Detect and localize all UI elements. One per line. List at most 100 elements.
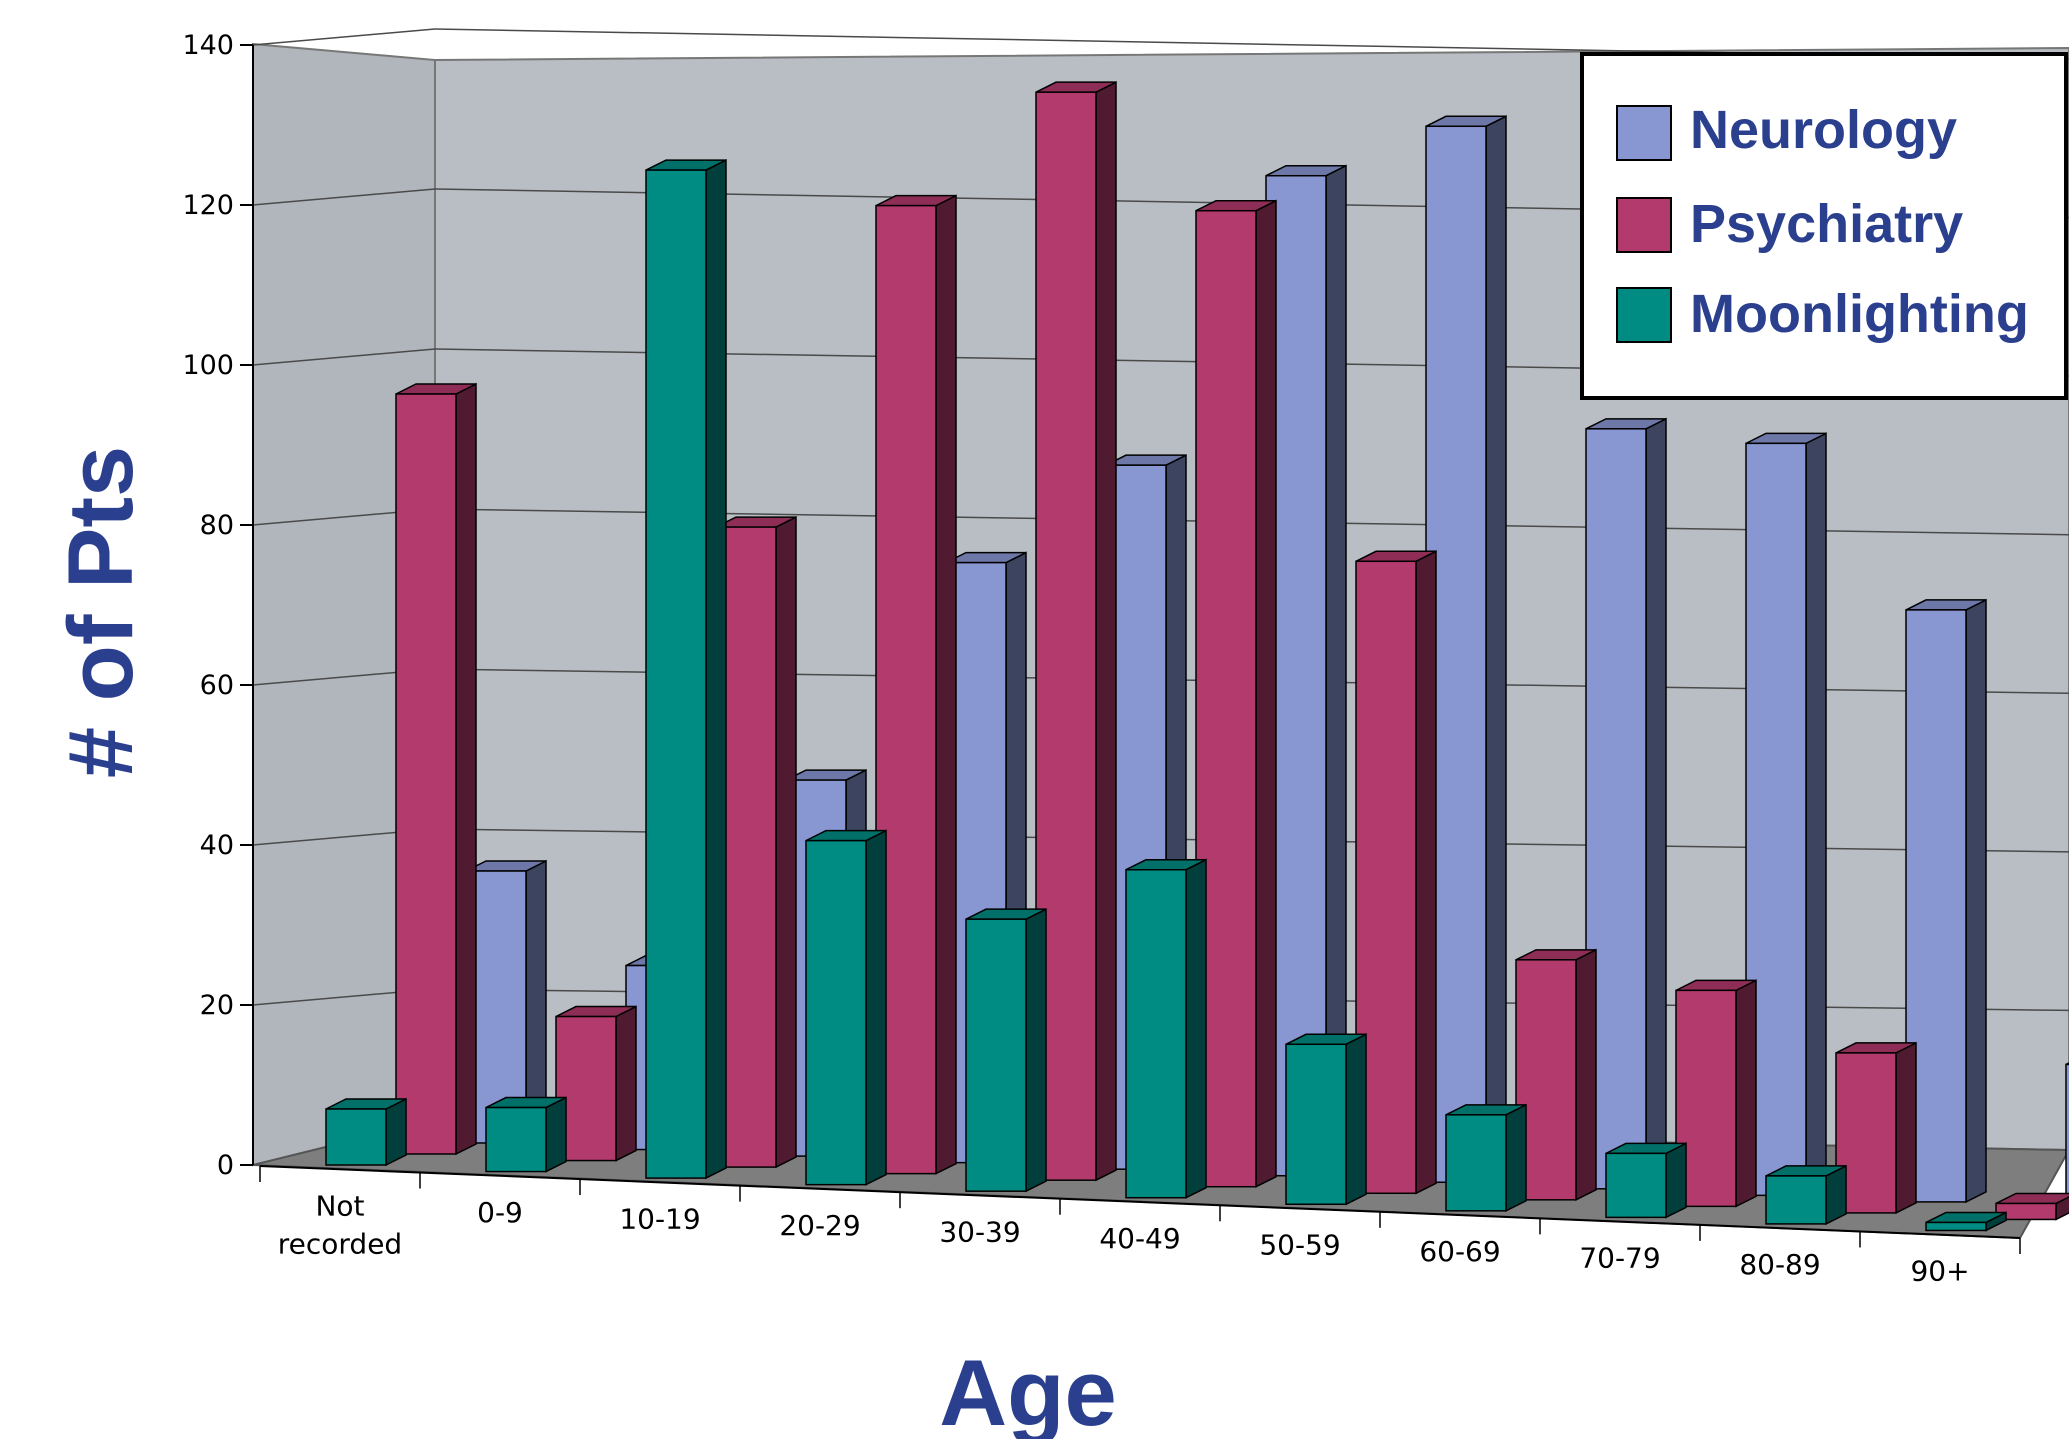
legend: Neurology Psychiatry Moonlighting [1580,52,2068,400]
x-axis-title: Age [939,1340,1117,1439]
legend-label-psychiatry: Psychiatry [1690,194,1963,254]
bar-psychiatry-4 [1035,80,1117,1182]
x-tick-label-9: 80-89 [1739,1248,1820,1281]
bar-front [1445,1114,1507,1212]
bar-side [1735,979,1757,1208]
bar-moonlighting-6 [1285,1033,1367,1206]
bar-front [485,1106,547,1173]
bar-front [1285,1043,1347,1206]
bar-side [545,1096,567,1173]
x-tick-label-line: 0-9 [477,1196,523,1229]
bar-side [1025,907,1047,1193]
legend-label-moonlighting: Moonlighting [1690,284,2029,344]
bar-side [1095,80,1117,1182]
y-tick-label-60: 60 [200,670,234,701]
x-tick-label-line: Not [315,1189,364,1222]
gridline-100 [252,348,436,366]
bar-moonlighting-7 [1445,1103,1527,1213]
bar-front [1605,1152,1667,1219]
bar-moonlighting-0 [325,1097,407,1167]
bar-neurology-7 [1585,417,1667,1191]
x-tick-label-5: 40-49 [1099,1222,1180,1255]
x-tick-label-4: 30-39 [939,1215,1020,1248]
bar-side [865,829,887,1186]
gridline-140 [252,28,436,46]
bar-side [1895,1041,1917,1215]
y-tick-label-20: 20 [200,990,234,1021]
y-tick-label-40: 40 [200,830,234,861]
bar-psychiatry-9 [1835,1041,1917,1215]
x-tick-label-8: 70-79 [1579,1242,1660,1275]
bar-side [1485,115,1507,1184]
x-tick-label-line: 20-29 [779,1209,860,1242]
bar-moonlighting-4 [965,907,1047,1193]
bar-neurology-9 [1905,598,1987,1204]
gridline-120 [252,188,436,206]
legend-swatch-moonlighting [1616,287,1672,343]
x-tick-label-7: 60-69 [1419,1235,1500,1268]
bar-side [1805,432,1827,1197]
bar-moonlighting-9 [1765,1164,1847,1226]
bar-psychiatry-8 [1675,979,1757,1208]
legend-swatch-psychiatry [1616,197,1672,253]
x-tick-label-10: 90+ [1910,1255,1969,1288]
bar-side [1505,1103,1527,1213]
bar-psychiatry-3 [875,194,957,1175]
bar-side [1575,948,1597,1202]
bar-neurology-10 [2065,1062,2069,1210]
y-axis: 0 20 40 60 80 100 120 140 [182,30,254,1181]
bar-moonlighting-10 [1925,1211,2007,1232]
bar-moonlighting-8 [1605,1142,1687,1219]
bar-psychiatry-6 [1355,550,1437,1195]
bar-front [965,918,1027,1192]
x-tick-label-line: 10-19 [619,1202,700,1235]
bar-front [1765,1175,1827,1225]
x-tick-label-6: 50-59 [1259,1229,1340,1262]
bar-moonlighting-5 [1125,858,1207,1199]
bar-side [1645,417,1667,1191]
y-tick-label-120: 120 [182,190,234,221]
bar-side [455,382,477,1156]
bars [325,80,2069,1232]
bar-psychiatry-10 [1995,1192,2069,1221]
bar-moonlighting-3 [805,829,887,1186]
bar-side [615,1005,637,1162]
x-tick-label-line: recorded [278,1227,402,1260]
bar-side [385,1097,407,1167]
bar-front [1995,1202,2057,1221]
bar-front [645,169,707,1179]
x-tick-label-1: 0-9 [477,1196,523,1229]
bar-side [1965,598,1987,1204]
bar-psychiatry-1 [555,1005,637,1162]
x-tick-label-line: 70-79 [1579,1242,1660,1275]
bar-neurology-6 [1425,115,1507,1184]
bar-side [775,515,797,1169]
legend-swatch-neurology [1616,105,1672,161]
bar-psychiatry-0 [395,382,477,1156]
bar-front [1355,560,1417,1195]
x-axis: Not recorded 0-9 10-19 20-29 30-39 40-49 50-59 6… [259,1165,2021,1288]
bar-side [1185,858,1207,1199]
bar-neurology-8 [1745,432,1827,1197]
bar-neurology-5 [1265,164,1347,1177]
bar-moonlighting-2 [645,158,727,1180]
x-tick-label-line: 60-69 [1419,1235,1500,1268]
y-tick-label-0: 0 [217,1150,234,1181]
bar-moonlighting-1 [485,1096,567,1173]
bar-side [705,158,727,1180]
y-tick-label-140: 140 [182,30,234,61]
bar-side [1415,550,1437,1195]
x-tick-label-line: 80-89 [1739,1248,1820,1281]
x-tick-label-line: 40-49 [1099,1222,1180,1255]
x-tick-label-line: 30-39 [939,1215,1020,1248]
bar-front [805,839,867,1186]
bar-front [1125,868,1187,1199]
x-tick-label-3: 20-29 [779,1209,860,1242]
bar-psychiatry-5 [1195,199,1277,1188]
bar-side [1255,199,1277,1188]
bar-psychiatry-7 [1515,948,1597,1202]
x-axis-line [259,1165,2021,1239]
x-tick-label-2: 10-19 [619,1202,700,1235]
bar-front [2065,1063,2069,1210]
